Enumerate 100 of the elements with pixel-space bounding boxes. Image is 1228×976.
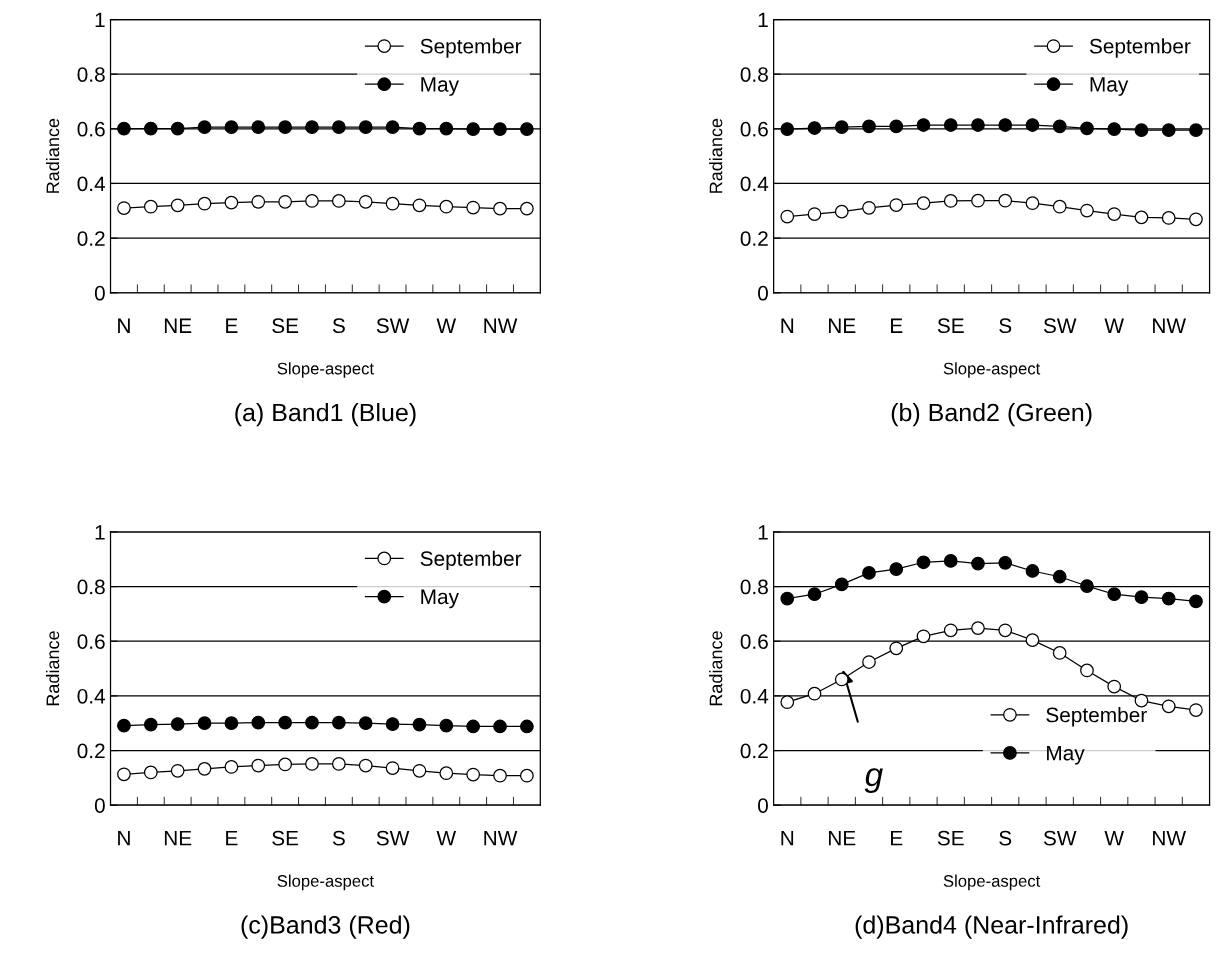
x-axis-title: Slope-aspect — [277, 874, 374, 891]
x-tick-label: NE — [828, 830, 856, 846]
y-tick-label: 0.8 — [77, 579, 105, 595]
point — [1161, 699, 1176, 714]
point — [1189, 703, 1203, 717]
x-tick-label: W — [1104, 318, 1124, 333]
point — [305, 715, 319, 730]
x-tick-label: S — [999, 318, 1012, 334]
point — [1080, 579, 1094, 593]
point — [224, 760, 239, 774]
x-axis-title: Slope-aspect — [277, 362, 374, 378]
point — [1107, 587, 1122, 602]
point — [493, 719, 507, 734]
legend-label: May — [421, 589, 459, 609]
point — [943, 118, 958, 132]
point — [224, 716, 239, 731]
point — [943, 554, 958, 568]
y-tick-label: 0.2 — [740, 231, 768, 246]
y-tick-label: 0.4 — [740, 176, 769, 192]
point — [143, 717, 158, 732]
point — [385, 120, 400, 135]
point — [780, 591, 795, 606]
point — [807, 686, 822, 701]
point — [493, 768, 507, 783]
point — [197, 716, 212, 731]
x-tick-label: W — [1104, 830, 1124, 846]
legend-label: September — [1089, 38, 1191, 58]
y-tick-label: 0.8 — [740, 579, 768, 595]
x-tick-label: S — [332, 318, 345, 334]
point — [358, 120, 373, 135]
x-tick-label: E — [891, 830, 903, 846]
point — [412, 198, 427, 213]
x-tick-label: N — [781, 830, 794, 846]
legend-label: May — [1047, 745, 1085, 765]
point — [1107, 207, 1122, 221]
point — [1189, 123, 1203, 138]
point — [1134, 123, 1149, 138]
point — [493, 122, 507, 136]
x-tick-label: S — [332, 830, 345, 846]
point — [358, 194, 373, 209]
y-axis-title: Radiance — [709, 118, 723, 193]
y-tick-label: 0 — [758, 798, 768, 813]
point — [466, 200, 481, 215]
point — [224, 120, 239, 135]
point — [412, 763, 427, 778]
point — [466, 719, 481, 734]
point — [1134, 693, 1149, 708]
point — [305, 757, 319, 771]
point — [385, 717, 400, 731]
y-tick-label: 0.6 — [740, 121, 768, 137]
point — [834, 672, 849, 687]
x-tick-label: E — [891, 318, 903, 333]
x-tick-label: SW — [1043, 830, 1077, 846]
point — [971, 556, 985, 571]
point — [197, 120, 212, 135]
point — [1189, 594, 1203, 609]
point — [1161, 211, 1176, 225]
point — [117, 201, 131, 215]
legend-label: September — [1046, 707, 1147, 727]
point — [998, 623, 1013, 638]
point — [170, 121, 185, 136]
x-tick-label: W — [436, 318, 457, 333]
point — [889, 641, 904, 656]
point — [358, 758, 373, 773]
point — [1080, 663, 1094, 678]
point — [998, 193, 1013, 208]
point — [807, 121, 822, 135]
point — [412, 121, 427, 136]
x-tick-label: NW — [484, 830, 518, 846]
point — [520, 719, 534, 734]
x-tick-label: NE — [828, 318, 856, 333]
point — [278, 757, 293, 772]
point — [862, 566, 876, 580]
legend-label: September — [420, 38, 522, 58]
annotation: g — [864, 768, 883, 793]
y-tick-label: 0 — [94, 798, 105, 813]
point — [943, 194, 958, 208]
y-tick-label: 0.6 — [77, 121, 105, 137]
point — [1025, 196, 1040, 211]
x-tick-label: NE — [164, 318, 192, 333]
point — [1025, 633, 1040, 648]
point — [520, 201, 534, 216]
x-tick-label: N — [781, 318, 794, 333]
point — [385, 761, 400, 775]
y-tick-label: 0.2 — [740, 743, 768, 759]
point — [889, 562, 904, 576]
point — [493, 201, 507, 216]
point — [331, 194, 346, 208]
point — [251, 194, 266, 209]
y-tick-label: 1 — [95, 12, 105, 28]
point — [520, 122, 534, 136]
point — [862, 119, 876, 134]
point — [862, 200, 876, 215]
point — [916, 196, 931, 211]
x-tick-label: N — [118, 318, 130, 333]
point — [251, 715, 266, 730]
point — [780, 695, 795, 710]
x-tick-label: SW — [376, 830, 410, 846]
point — [834, 120, 849, 135]
point — [1107, 122, 1122, 136]
